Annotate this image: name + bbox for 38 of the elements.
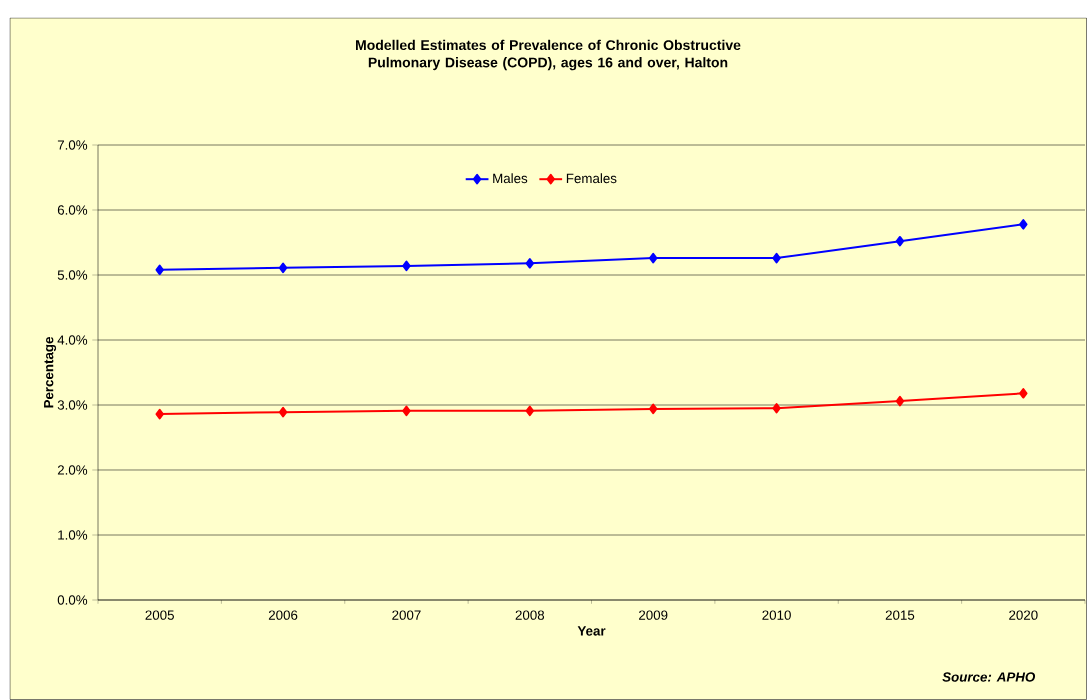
x-tick-label: 2009 xyxy=(639,610,668,620)
x-tick-label: 2008 xyxy=(515,610,545,620)
x-tick-label: 2015 xyxy=(885,610,915,620)
x-tick-label: 2007 xyxy=(392,610,421,620)
point xyxy=(772,402,781,414)
point xyxy=(278,262,288,274)
point xyxy=(155,408,164,420)
point xyxy=(525,405,535,417)
y-tick-label: 0.0% xyxy=(57,595,88,605)
point xyxy=(402,405,411,417)
x-tick-label: 2010 xyxy=(762,610,791,620)
legend-label: Males xyxy=(493,173,528,184)
x-tick-label: 2005 xyxy=(145,610,174,620)
y-tick-label: 4.0% xyxy=(57,335,88,345)
point xyxy=(155,264,164,276)
chart-title: Modelled Estimates of Prevalence of Chronic Obstructive Pulmonary Disease (COPD), ages 16 and over, Halton xyxy=(356,39,741,71)
point xyxy=(402,260,411,272)
point xyxy=(1019,219,1028,230)
y-tick-label: 1.0% xyxy=(58,530,88,540)
point xyxy=(278,406,288,418)
point xyxy=(648,403,658,415)
point xyxy=(525,258,535,269)
source-note: Source: APHO xyxy=(942,672,1036,682)
x-tick-label: 2020 xyxy=(1009,610,1038,620)
point xyxy=(648,252,658,264)
y-tick-label: 2.0% xyxy=(57,465,88,475)
point xyxy=(772,252,781,264)
x-axis-title: Year xyxy=(577,626,606,636)
y-tick-label: 6.0% xyxy=(57,205,88,215)
legend-label: Females xyxy=(566,173,617,184)
point xyxy=(895,235,905,247)
x-tick-label: 2006 xyxy=(268,610,298,620)
y-tick-label: 7.0% xyxy=(57,140,88,150)
y-tick-label: 3.0% xyxy=(57,400,88,410)
y-axis-title: Percentage xyxy=(44,337,57,408)
y-tick-label: 5.0% xyxy=(57,270,88,280)
point xyxy=(1019,388,1028,399)
point xyxy=(895,395,905,407)
